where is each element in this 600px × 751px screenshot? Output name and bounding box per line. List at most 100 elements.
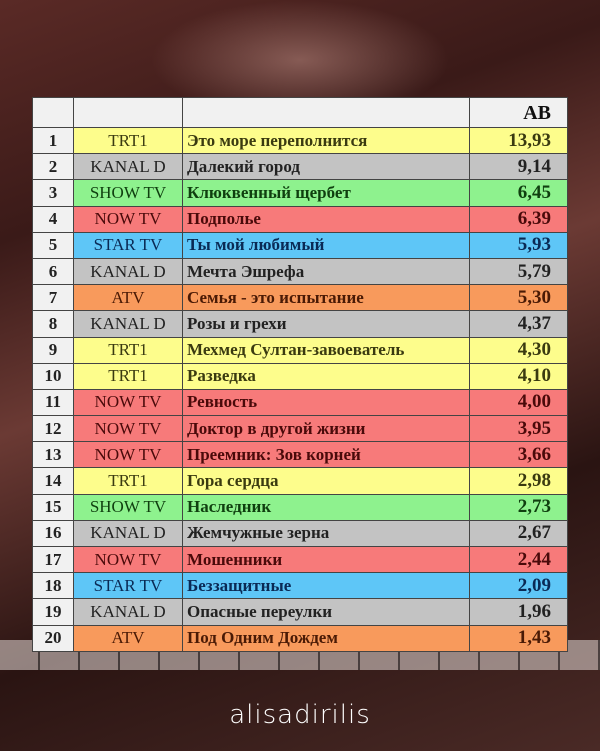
ab-cell: 2,67 [469,519,568,548]
table-row: 17 NOW TV Мошенники 2,44 [32,545,568,574]
ab-cell: 1,96 [469,598,568,626]
title-cell: Мехмед Султан-завоеватель [182,336,470,364]
channel-cell: NOW TV [73,545,183,574]
channel-cell: ATV [73,624,183,652]
title-cell: Под Одним Дождем [182,624,470,652]
ab-cell: 3,95 [469,415,568,443]
rank-cell: 2 [32,153,74,181]
channel-cell: TRT1 [73,467,183,495]
ab-cell: 2,44 [469,545,568,574]
channel-cell: KANAL D [73,257,183,286]
title-cell: Ревность [182,388,470,417]
rank-cell: 18 [32,572,74,600]
rank-cell: 17 [32,545,74,574]
channel-cell: ATV [73,284,183,312]
rank-cell: 14 [32,467,74,495]
channel-cell: KANAL D [73,310,183,338]
table-row: 19 KANAL D Опасные переулки 1,96 [32,598,568,626]
channel-cell: NOW TV [73,205,183,233]
channel-cell: SHOW TV [73,179,183,207]
table-row: 11 NOW TV Ревность 4,00 [32,388,568,417]
table-row: 16 KANAL D Жемчужные зерна 2,67 [32,519,568,548]
rank-cell: 6 [32,257,74,286]
table-row: 7 ATV Семья - это испытание 5,30 [32,284,568,312]
title-cell: Мошенники [182,545,470,574]
rank-cell: 10 [32,362,74,390]
table-row: 10 TRT1 Разведка 4,10 [32,362,568,390]
channel-cell: TRT1 [73,362,183,390]
title-cell: Жемчужные зерна [182,519,470,548]
ab-cell: 9,14 [469,153,568,181]
ab-cell: 6,39 [469,205,568,233]
title-cell: Далекий город [182,153,470,181]
title-cell: Наследник [182,493,470,521]
title-cell: Розы и грехи [182,310,470,338]
channel-cell: TRT1 [73,336,183,364]
table-row: 6 KANAL D Мечта Эшрефа 5,79 [32,257,568,286]
title-cell: Семья - это испытание [182,284,470,312]
rank-cell: 4 [32,205,74,233]
title-cell: Ты мой любимый [182,231,470,259]
channel-cell: SHOW TV [73,493,183,521]
rank-cell: 5 [32,231,74,259]
rank-cell: 16 [32,519,74,548]
ab-cell: 4,37 [469,310,568,338]
table-row: 20 ATV Под Одним Дождем 1,43 [32,624,568,652]
rank-cell: 3 [32,179,74,207]
table-row: 1 TRT1 Это море переполнится 13,93 [32,126,568,155]
table-row: 15 SHOW TV Наследник 2,73 [32,493,568,521]
title-cell: Опасные переулки [182,598,470,626]
ab-cell: 5,93 [469,231,568,259]
watermark-text: alisadirilis [229,700,371,730]
channel-cell: NOW TV [73,415,183,443]
header-ab: AB [469,97,568,128]
header-title [182,97,470,128]
title-cell: Разведка [182,362,470,390]
ab-cell: 1,43 [469,624,568,652]
channel-cell: STAR TV [73,572,183,600]
channel-cell: STAR TV [73,231,183,259]
ab-cell: 4,00 [469,388,568,417]
title-cell: Доктор в другой жизни [182,415,470,443]
rank-cell: 12 [32,415,74,443]
channel-cell: NOW TV [73,388,183,417]
table-row: 8 KANAL D Розы и грехи 4,37 [32,310,568,338]
ab-cell: 5,79 [469,257,568,286]
channel-cell: NOW TV [73,441,183,469]
table-row: 18 STAR TV Беззащитные 2,09 [32,572,568,600]
title-cell: Преемник: Зов корней [182,441,470,469]
ab-cell: 2,09 [469,572,568,600]
table-row: 2 KANAL D Далекий город 9,14 [32,153,568,181]
table-row: 5 STAR TV Ты мой любимый 5,93 [32,231,568,259]
rank-cell: 8 [32,310,74,338]
table-row: 13 NOW TV Преемник: Зов корней 3,66 [32,441,568,469]
title-cell: Мечта Эшрефа [182,257,470,286]
title-cell: Это море переполнится [182,126,470,155]
ab-cell: 4,30 [469,336,568,364]
rank-cell: 19 [32,598,74,626]
table-row: 3 SHOW TV Клюквенный щербет 6,45 [32,179,568,207]
ab-cell: 13,93 [469,126,568,155]
rank-cell: 13 [32,441,74,469]
ab-cell: 2,98 [469,467,568,495]
rank-cell: 7 [32,284,74,312]
title-cell: Клюквенный щербет [182,179,470,207]
channel-cell: KANAL D [73,598,183,626]
table-row: 14 TRT1 Гора сердца 2,98 [32,467,568,495]
title-cell: Беззащитные [182,572,470,600]
table-row: 4 NOW TV Подполье 6,39 [32,205,568,233]
ratings-table: AB 1 TRT1 Это море переполнится 13,93 2 KANAL… [32,97,568,652]
rank-cell: 20 [32,624,74,652]
channel-cell: KANAL D [73,519,183,548]
rank-cell: 9 [32,336,74,364]
channel-cell: KANAL D [73,153,183,181]
header-rank [32,97,74,128]
table-row: 12 NOW TV Доктор в другой жизни 3,95 [32,415,568,443]
rank-cell: 15 [32,493,74,521]
ab-cell: 2,73 [469,493,568,521]
channel-cell: TRT1 [73,126,183,155]
title-cell: Гора сердца [182,467,470,495]
ab-cell: 4,10 [469,362,568,390]
ab-cell: 6,45 [469,179,568,207]
title-cell: Подполье [182,205,470,233]
